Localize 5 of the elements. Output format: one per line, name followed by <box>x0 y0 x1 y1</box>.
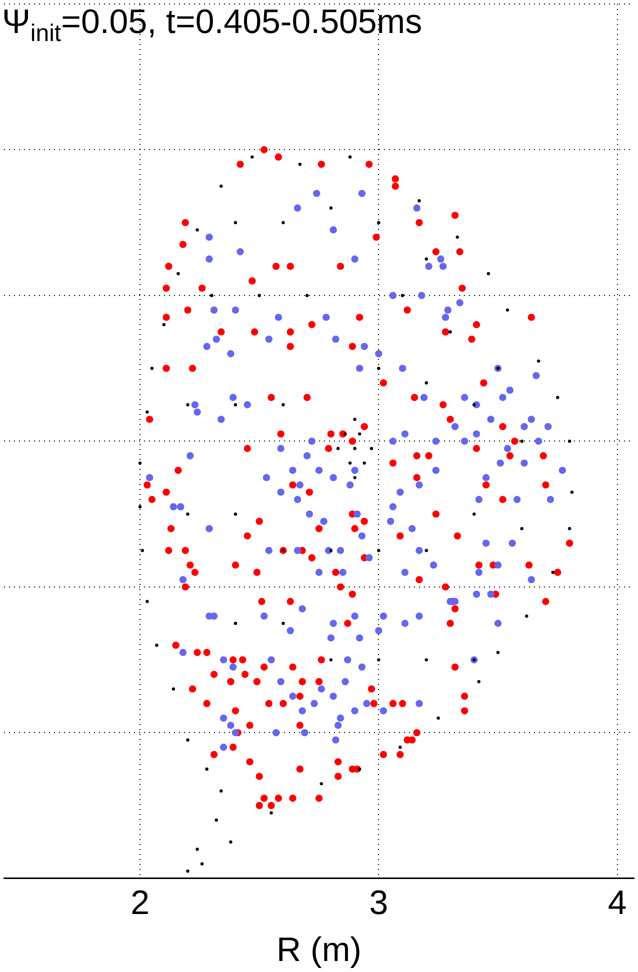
x-tick-label: 4 <box>608 884 627 922</box>
x-tick-label: 3 <box>369 884 388 922</box>
x-axis-title: R (m) <box>276 930 362 969</box>
x-tick-label: 2 <box>130 884 150 922</box>
chart-title: Ψ$_{init}$=0.05, t=0.405-0.505ms <box>1 2 422 47</box>
